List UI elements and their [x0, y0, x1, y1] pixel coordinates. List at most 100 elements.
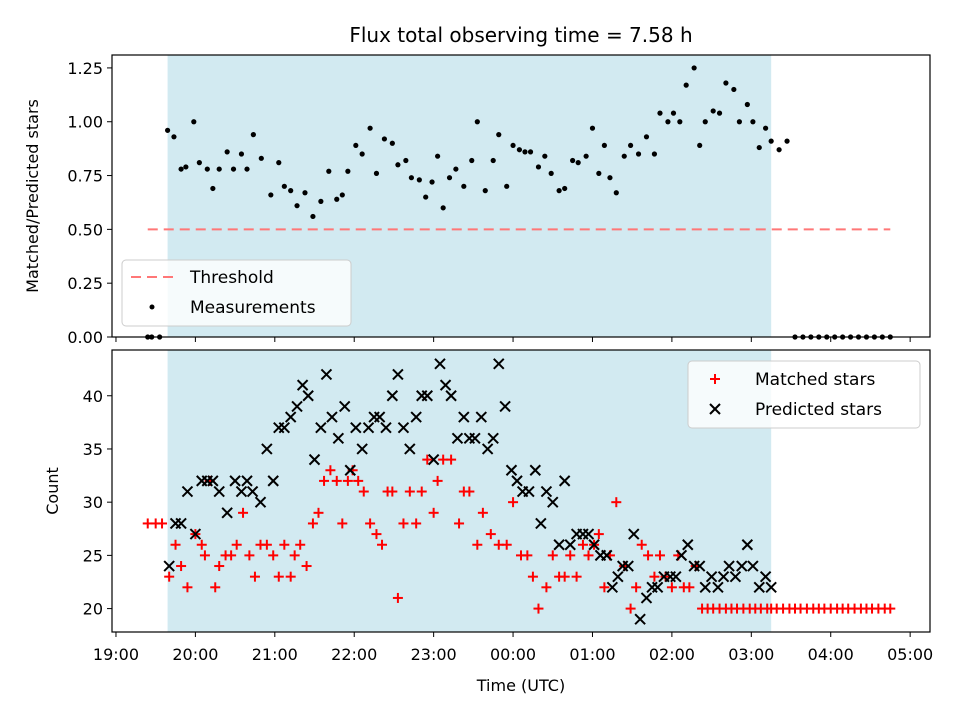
matched-star-point: [353, 475, 364, 486]
predicted-star-point: [729, 570, 742, 583]
matched-star-point: [285, 571, 296, 582]
matched-star-point: [289, 550, 300, 561]
matched-star-point: [666, 582, 677, 593]
matched-star-point: [501, 539, 512, 550]
measurement-point: [469, 157, 475, 164]
predicted-star-point-b: [582, 528, 595, 540]
predicted-star-point: [640, 592, 653, 604]
matched-star-point: [331, 475, 342, 486]
measurement-point: [416, 177, 422, 183]
legend-predicted-marker: [709, 403, 721, 415]
matched-star-point: [295, 539, 306, 550]
predicted-star-point: [523, 485, 535, 498]
top-y-tick-label: 1.00: [67, 113, 103, 132]
predicted-star-point-b: [712, 581, 724, 594]
measurement-point: [178, 166, 184, 172]
measurement-point: [224, 149, 230, 155]
predicted-star-point-b: [741, 539, 754, 551]
predicted-stars-points: [163, 358, 777, 625]
bottom-legend-box: [687, 360, 921, 429]
predicted-star-point: [753, 581, 765, 594]
predicted-star-point: [712, 581, 724, 594]
matched-star-point: [325, 465, 336, 476]
predicted-star-point: [699, 581, 711, 594]
predicted-star-point-b: [229, 475, 241, 487]
predicted-star-point-b: [181, 485, 194, 498]
measurement-point: [702, 119, 708, 125]
measurement-point: [750, 119, 756, 125]
predicted-star-point-b: [163, 560, 175, 572]
measurement-point: [288, 188, 294, 194]
measurement-point: [784, 138, 790, 144]
matched-star-point: [301, 561, 312, 572]
predicted-star-point-b: [481, 443, 494, 455]
predicted-star-point-b: [723, 560, 735, 572]
top-y-tick-label: 0.00: [67, 328, 103, 347]
bottom-x-tick-label: 01:00: [569, 645, 615, 664]
measurement-point: [651, 151, 658, 157]
measurement-point: [435, 153, 441, 159]
predicted-star-point-b: [332, 432, 345, 445]
measurement-point: [164, 127, 171, 133]
measurement-point: [204, 166, 210, 172]
predicted-star-point: [558, 475, 571, 487]
predicted-star-point: [207, 475, 219, 487]
predicted-star-point-b: [588, 539, 600, 551]
measurement-point: [461, 183, 467, 189]
predicted-star-point-b: [373, 411, 386, 423]
measurement-point: [635, 151, 642, 157]
measurement-point: [542, 153, 548, 159]
measurement-point: [238, 151, 245, 157]
measurement-point: [183, 164, 189, 170]
measurement-point: [697, 142, 703, 149]
bottom-y-tick-label: 35: [83, 440, 103, 459]
predicted-star-point-b: [651, 581, 664, 594]
measurement-point: [583, 153, 589, 159]
predicted-star-point-b: [558, 475, 571, 487]
measurement-point: [268, 192, 274, 198]
measurement-point: [403, 157, 409, 164]
measurement-point: [496, 132, 502, 138]
predicted-star-point-b: [523, 485, 535, 498]
predicted-star-point-b: [169, 517, 182, 530]
measurement-point: [736, 119, 742, 125]
matched-star-point: [625, 603, 636, 614]
predicted-star-point-b: [320, 368, 333, 381]
predicted-star-point: [540, 485, 553, 498]
matched-star-point: [611, 497, 622, 508]
predicted-star-point: [547, 496, 559, 508]
predicted-star-point-b: [451, 432, 464, 445]
predicted-star-point: [291, 400, 303, 413]
matched-star-point: [472, 539, 483, 550]
matched-star-point: [231, 539, 242, 550]
legend-predicted-label: Predicted stars: [755, 400, 882, 420]
predicted-star-point: [651, 581, 664, 594]
predicted-star-point-b: [410, 411, 422, 423]
predicted-star-point-b: [308, 453, 321, 466]
measurement-point: [395, 162, 401, 168]
predicted-star-point: [386, 390, 399, 402]
predicted-star-point-b: [765, 581, 777, 594]
top-y-tick-label: 1.25: [67, 59, 103, 78]
measurement-point: [522, 149, 528, 155]
legend-matched-swatch: [710, 374, 720, 384]
predicted-star-point-b: [612, 570, 624, 583]
predicted-star-point-b: [221, 507, 233, 519]
matched-star-point: [319, 475, 330, 486]
measurement-point: [683, 82, 689, 88]
predicted-star-point-b: [529, 464, 542, 476]
matched-star-point: [565, 550, 576, 561]
bottom-y-tick-label: 30: [83, 493, 103, 512]
predicted-star-point-b: [705, 570, 718, 583]
matched-star-point: [377, 539, 388, 550]
x-axis-label: Time (UTC): [476, 676, 565, 695]
matched-star-point: [541, 582, 552, 593]
legend-predicted-swatch: [709, 403, 721, 415]
predicted-star-point-b: [397, 421, 410, 434]
predicted-star-point-b: [759, 570, 772, 583]
measurement-point: [294, 203, 300, 209]
predicted-star-point: [434, 358, 446, 370]
predicted-star-point: [344, 464, 356, 476]
predicted-star-point: [332, 432, 345, 445]
predicted-star-point-b: [670, 570, 682, 583]
